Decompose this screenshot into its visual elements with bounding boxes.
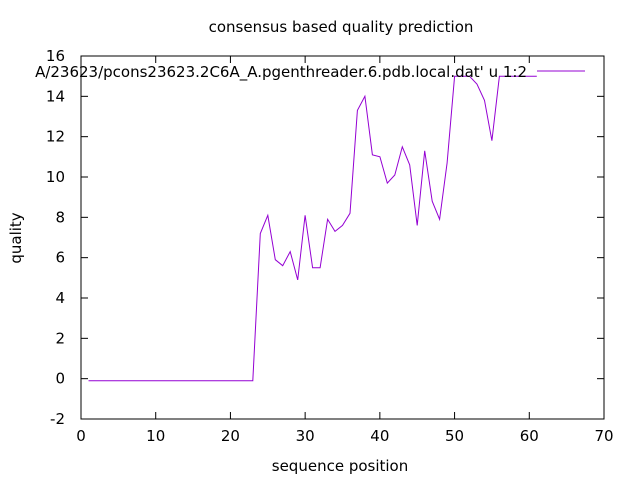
x-tick-label: 20 xyxy=(221,427,240,445)
y-tick-label: 16 xyxy=(46,47,65,65)
ticks: 0 10 20 30 40 50 60 70 -2 0 2 4 6 8 10 12 14 16 xyxy=(46,47,614,445)
y-tick-label: 14 xyxy=(46,87,65,105)
y-tick-label: 12 xyxy=(46,128,65,146)
y-tick-label: 0 xyxy=(55,370,65,388)
x-tick-label: 10 xyxy=(146,427,165,445)
x-tick-label: 70 xyxy=(594,427,613,445)
x-tick-label: 50 xyxy=(445,427,464,445)
y-axis-label: quality xyxy=(7,212,25,263)
x-tick-label: 30 xyxy=(296,427,315,445)
plot-frame xyxy=(80,55,605,420)
x-axis-label: sequence position xyxy=(272,457,408,475)
y-tick-label: 6 xyxy=(55,249,65,267)
x-tick-label: 40 xyxy=(370,427,389,445)
x-tick-label: 60 xyxy=(520,427,539,445)
y-tick-label: 8 xyxy=(55,208,65,226)
y-tick-label: 10 xyxy=(46,168,65,186)
y-tick-label: -2 xyxy=(50,410,65,428)
series-line xyxy=(88,75,537,382)
y-tick-label: 2 xyxy=(55,329,65,347)
legend-label: A/23623/pcons23623.2C6A_A.pgenthreader.6… xyxy=(35,63,527,82)
chart-title: consensus based quality prediction xyxy=(209,18,474,36)
x-tick-label: 0 xyxy=(76,427,86,445)
y-tick-label: 4 xyxy=(55,289,65,307)
series-layer xyxy=(88,75,537,382)
legend: A/23623/pcons23623.2C6A_A.pgenthreader.6… xyxy=(35,63,585,82)
axes xyxy=(80,55,605,420)
